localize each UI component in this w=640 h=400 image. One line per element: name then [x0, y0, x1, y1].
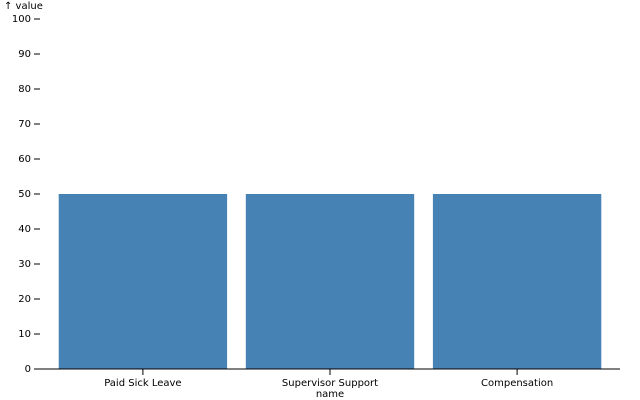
x-tick-label: Compensation: [481, 378, 553, 389]
y-tick-label: 30: [18, 259, 31, 270]
y-tick-label: 20: [18, 294, 31, 305]
y-tick-label: 100: [12, 14, 31, 25]
y-tick-label: 0: [25, 364, 31, 375]
x-tick-label: Paid Sick Leave: [104, 378, 181, 389]
bar: [245, 194, 415, 369]
y-tick-label: 50: [18, 189, 31, 200]
y-tick-label: 10: [18, 329, 31, 340]
x-tick-label: Supervisor Support: [282, 378, 378, 389]
bar: [58, 194, 228, 369]
y-tick-label: 80: [18, 84, 31, 95]
x-axis-label: name: [316, 389, 344, 400]
y-tick-label: 60: [18, 154, 31, 165]
y-tick-label: 40: [18, 224, 31, 235]
bar: [432, 194, 602, 369]
y-tick-label: 70: [18, 119, 31, 130]
y-tick-label: 90: [18, 49, 31, 60]
y-axis-label: ↑ value: [4, 1, 43, 12]
